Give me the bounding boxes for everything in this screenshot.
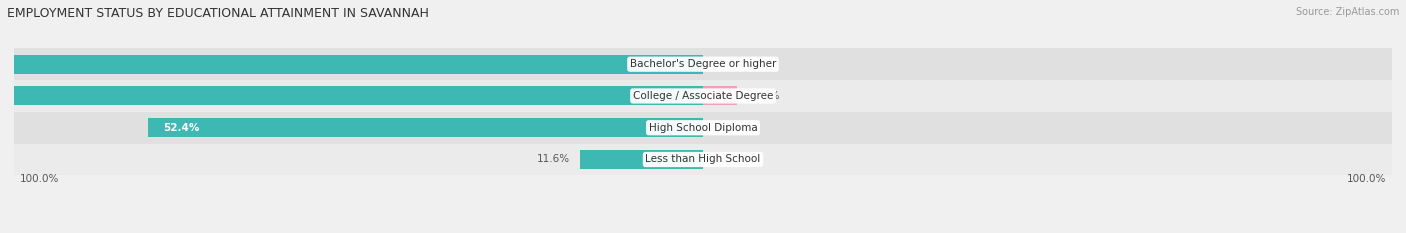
Text: Less than High School: Less than High School bbox=[645, 154, 761, 164]
Text: 100.0%: 100.0% bbox=[1347, 174, 1386, 184]
Text: 0.0%: 0.0% bbox=[718, 154, 745, 164]
Text: Bachelor's Degree or higher: Bachelor's Degree or higher bbox=[630, 59, 776, 69]
Text: 3.2%: 3.2% bbox=[752, 91, 779, 101]
Bar bbox=[14, 80, 1392, 112]
Bar bbox=[14, 144, 1392, 175]
Text: Source: ZipAtlas.com: Source: ZipAtlas.com bbox=[1295, 7, 1399, 17]
Bar bbox=[0, 86, 703, 106]
Bar bbox=[148, 118, 703, 137]
Text: High School Diploma: High School Diploma bbox=[648, 123, 758, 133]
Text: College / Associate Degree: College / Associate Degree bbox=[633, 91, 773, 101]
Bar bbox=[703, 86, 737, 106]
Text: 52.4%: 52.4% bbox=[163, 123, 200, 133]
Bar bbox=[14, 112, 1392, 144]
Text: EMPLOYMENT STATUS BY EDUCATIONAL ATTAINMENT IN SAVANNAH: EMPLOYMENT STATUS BY EDUCATIONAL ATTAINM… bbox=[7, 7, 429, 20]
Bar bbox=[581, 150, 703, 169]
Text: 0.0%: 0.0% bbox=[718, 123, 745, 133]
Text: 0.0%: 0.0% bbox=[718, 59, 745, 69]
Text: 100.0%: 100.0% bbox=[20, 174, 59, 184]
Text: 11.6%: 11.6% bbox=[536, 154, 569, 164]
Bar bbox=[14, 48, 1392, 80]
Bar bbox=[0, 55, 703, 74]
